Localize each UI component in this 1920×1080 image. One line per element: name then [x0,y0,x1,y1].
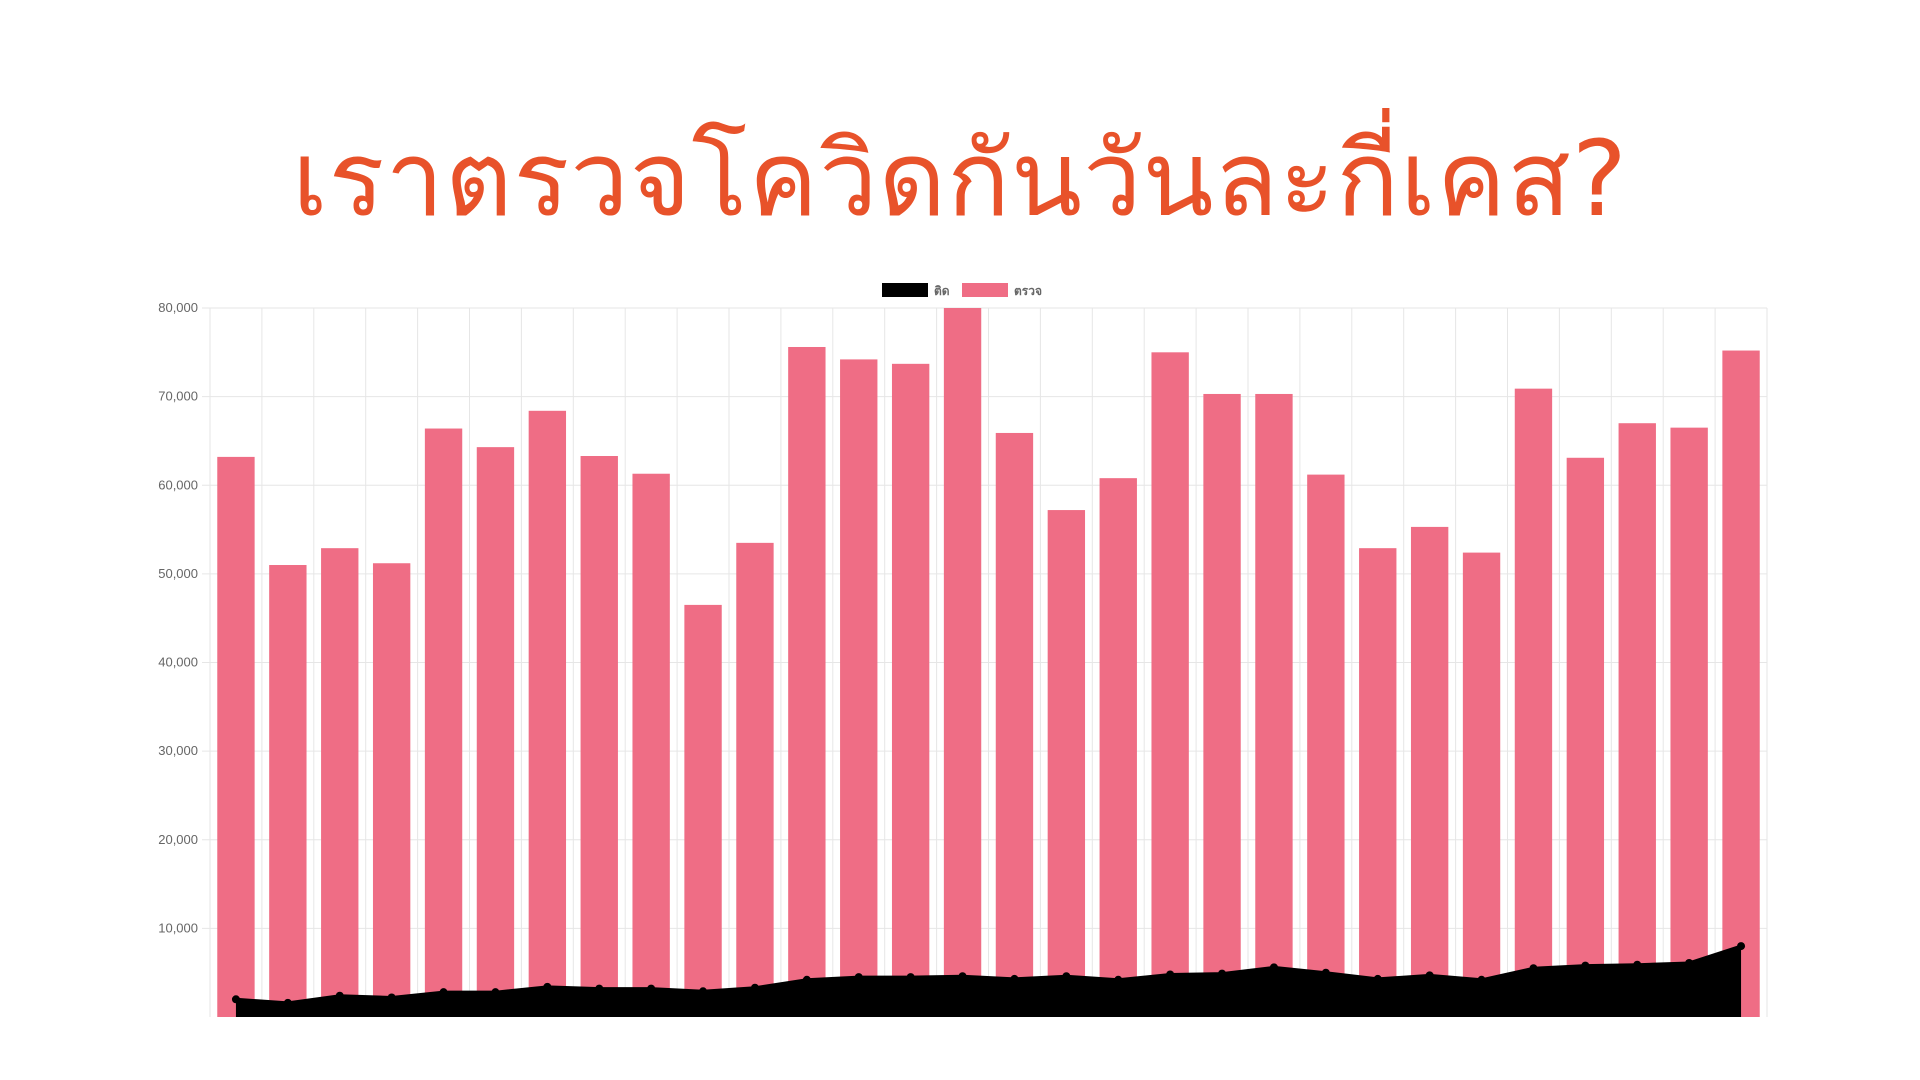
bar [476,447,515,1017]
bar [1514,388,1553,1017]
y-tick-label: 70,000 [158,389,198,404]
data-point [283,998,292,1007]
data-point [802,975,811,984]
chart-legend: ติด ตรวจ [882,283,1042,298]
data-point [958,972,967,981]
bar [1359,548,1397,1017]
bar [1670,427,1708,1017]
chart-bars [217,308,1760,1018]
bar [684,604,722,1017]
data-point [854,973,863,982]
legend-label: ติด [934,284,950,298]
bar [1410,526,1449,1017]
data-point [750,983,759,992]
bar [580,456,618,1017]
bar [1462,552,1501,1017]
data-point [1685,958,1694,967]
data-point [595,984,604,993]
bar [1047,510,1086,1017]
y-tick-label: 60,000 [158,477,198,492]
bar [1151,352,1189,1017]
bar [528,410,567,1017]
data-point [231,995,240,1004]
bar [321,548,359,1017]
bar [1722,350,1760,1017]
data-point [491,988,500,997]
data-point [1269,963,1278,972]
bar [217,456,255,1017]
data-point [1062,972,1071,981]
bar [891,363,930,1017]
y-tick-label: 20,000 [158,832,198,847]
data-point [906,973,915,982]
bar [943,308,982,1017]
bar [1099,478,1137,1017]
data-point [1321,968,1330,977]
bar [1566,457,1605,1017]
y-tick-label: 30,000 [158,743,198,758]
data-point [1529,964,1538,973]
chart-grid [202,307,1768,1017]
y-tick-label: 10,000 [158,920,198,935]
area-fill [235,946,1742,1017]
y-tick-label: 80,000 [158,300,198,315]
data-point [1477,975,1486,984]
bar [372,563,411,1017]
bar [1255,393,1293,1017]
chart-area [231,942,1746,1017]
data-point [1114,975,1123,984]
data-point [1218,969,1227,978]
bar [736,542,774,1017]
data-point [1010,974,1019,983]
data-point [1373,974,1382,983]
data-point [699,987,708,996]
series-line [235,944,1742,1005]
bar [995,432,1034,1017]
bar [632,473,670,1017]
data-point [335,991,344,1000]
data-point [543,982,552,991]
y-tick-label: 50,000 [158,566,198,581]
data-point [1581,961,1590,970]
legend-label: ตรวจ [1014,284,1042,298]
bar [840,359,878,1018]
y-tick-label: 40,000 [158,655,198,670]
bar [424,428,463,1017]
data-point [647,984,656,993]
data-point [387,993,396,1002]
bar [1618,423,1656,1017]
data-point [1425,971,1434,980]
bar [269,565,307,1017]
data-point [439,988,448,997]
page-title: เราตรวจโควิดกันวันละกี่เคส? [292,118,1628,240]
y-axis: 10,000 20,000 30,000 40,000 50,000 60,000 70,0… [158,300,198,935]
data-point [1737,942,1746,951]
data-point [1633,960,1642,969]
bar [1203,393,1241,1017]
legend-swatch [962,283,1008,297]
bar [1307,474,1345,1017]
bar [788,346,826,1017]
data-point [1166,970,1175,979]
legend-swatch [882,283,928,297]
